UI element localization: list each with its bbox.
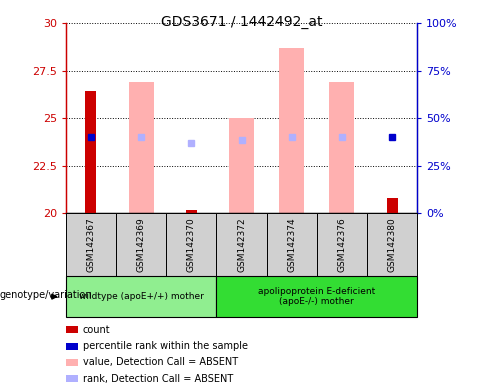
Text: count: count [83,325,111,335]
Bar [129,82,154,213]
Text: apolipoprotein E-deficient
(apoE-/-) mother: apolipoprotein E-deficient (apoE-/-) mot… [258,287,375,306]
Text: GSM142370: GSM142370 [187,217,196,272]
Bar [386,198,398,213]
Bar [329,82,354,213]
Text: GSM142376: GSM142376 [337,217,346,272]
Text: GSM142367: GSM142367 [86,217,96,272]
Text: GSM142372: GSM142372 [237,217,246,272]
Text: GSM142369: GSM142369 [137,217,146,272]
Bar [279,48,305,213]
Bar [186,210,197,213]
Text: GSM142374: GSM142374 [287,217,296,272]
Text: genotype/variation: genotype/variation [0,290,93,300]
Text: wildtype (apoE+/+) mother: wildtype (apoE+/+) mother [79,292,203,301]
Text: percentile rank within the sample: percentile rank within the sample [83,341,248,351]
Bar [229,118,254,213]
Text: GSM142380: GSM142380 [387,217,397,272]
Text: value, Detection Call = ABSENT: value, Detection Call = ABSENT [83,358,238,367]
Bar [85,91,97,213]
Text: GDS3671 / 1442492_at: GDS3671 / 1442492_at [161,15,322,29]
Text: rank, Detection Call = ABSENT: rank, Detection Call = ABSENT [83,374,233,384]
